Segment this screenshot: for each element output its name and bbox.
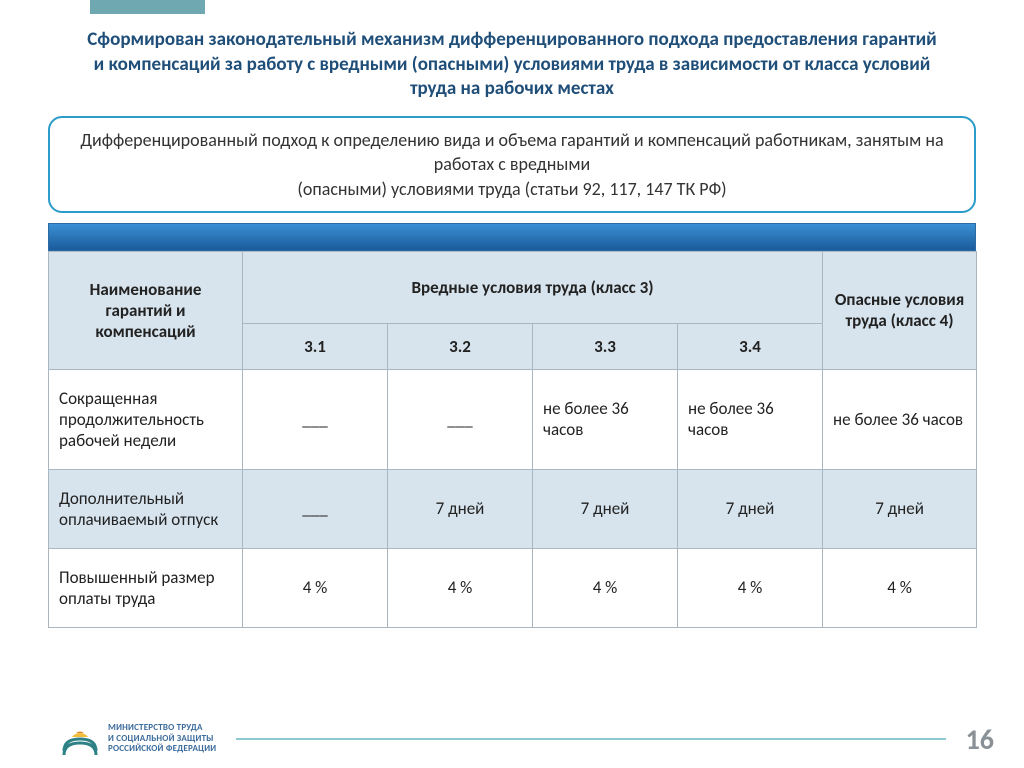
th-harmful: Вредные условия труда (класс 3)	[243, 251, 823, 323]
cell: ___	[243, 469, 388, 548]
th-sub-34: 3.4	[678, 323, 823, 369]
footer-divider-line	[236, 738, 945, 740]
page-title: Сформирован законодательный механизм диф…	[0, 0, 1024, 116]
logo-icon	[60, 719, 100, 759]
page-number: 16	[966, 722, 994, 757]
th-sub-31: 3.1	[243, 323, 388, 369]
cell: 4 %	[243, 548, 388, 627]
blue-divider-bar	[48, 223, 976, 251]
cell: 4 %	[678, 548, 823, 627]
row-name: Сокращенная продолжительность рабочей не…	[49, 369, 243, 469]
cell: не более 36 часов	[678, 369, 823, 469]
ministry-logo: МИНИСТЕРСТВО ТРУДА И СОЦИАЛЬНОЙ ЗАЩИТЫ Р…	[60, 719, 216, 759]
cell: 4 %	[388, 548, 533, 627]
table-row: Повышенный размер оплаты труда4 %4 %4 %4…	[49, 548, 977, 627]
cell: 7 дней	[533, 469, 678, 548]
cell: 7 дней	[388, 469, 533, 548]
cell: не более 36 часов	[823, 369, 977, 469]
logo-line3: РОССИЙСКОЙ ФЕДЕРАЦИИ	[108, 744, 216, 754]
subtitle-line2: (опасными) условиями труда (статьи 92, 1…	[297, 178, 726, 200]
cell: 4 %	[823, 548, 977, 627]
cell: ___	[243, 369, 388, 469]
top-accent-bar	[90, 0, 205, 14]
cell: ___	[388, 369, 533, 469]
th-name: Наименование гарантий и компенсаций	[49, 251, 243, 369]
table-row: Дополнительный оплачиваемый отпуск___7 д…	[49, 469, 977, 548]
table-body: Сокращенная продолжительность рабочей не…	[49, 369, 977, 627]
cell: 7 дней	[678, 469, 823, 548]
table-row: Сокращенная продолжительность рабочей не…	[49, 369, 977, 469]
th-sub-33: 3.3	[533, 323, 678, 369]
cell: 4 %	[533, 548, 678, 627]
cell: 7 дней	[823, 469, 977, 548]
row-name: Дополнительный оплачиваемый отпуск	[49, 469, 243, 548]
subtitle-box: Дифференцированный подход к определению …	[48, 116, 976, 213]
th-sub-32: 3.2	[388, 323, 533, 369]
footer: МИНИСТЕРСТВО ТРУДА И СОЦИАЛЬНОЙ ЗАЩИТЫ Р…	[0, 710, 1024, 768]
subtitle-line1: Дифференцированный подход к определению …	[80, 129, 943, 175]
cell: не более 36 часов	[533, 369, 678, 469]
th-dangerous: Опасные условия труда (класс 4)	[823, 251, 977, 369]
row-name: Повышенный размер оплаты труда	[49, 548, 243, 627]
compensations-table: Наименование гарантий и компенсаций Вред…	[48, 251, 977, 628]
logo-text: МИНИСТЕРСТВО ТРУДА И СОЦИАЛЬНОЙ ЗАЩИТЫ Р…	[108, 723, 216, 754]
